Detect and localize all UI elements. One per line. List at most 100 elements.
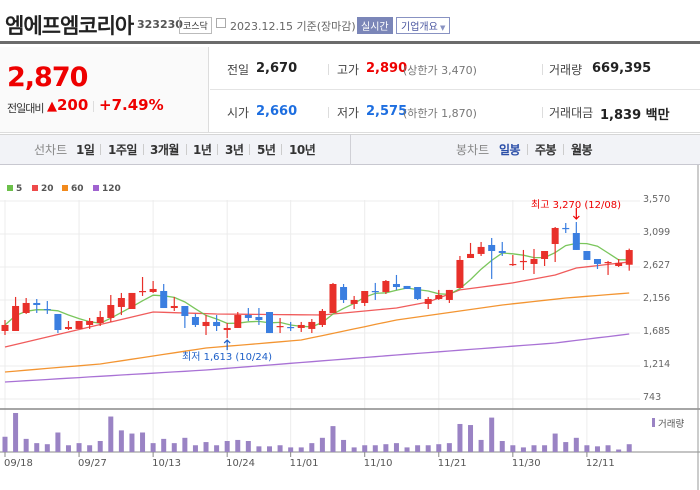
candle-up [308,321,316,329]
period-5y[interactable]: 5년 [257,143,276,157]
candle-up [22,302,30,313]
legend-swatch [7,185,13,191]
candle-down [33,302,41,306]
volume-bar [192,445,198,452]
volume-bar [594,446,600,452]
period-1y[interactable]: 1년 [193,143,212,157]
candle-up [435,294,443,299]
legend-swatch [32,185,38,191]
volume-bar [277,445,283,452]
legend-swatch [62,185,68,191]
volume-bar [520,447,526,452]
period-monthly[interactable]: 월봉 [571,143,593,157]
candle-down [414,287,422,299]
legend-ma5: 5 [7,184,22,194]
volume-bar [87,445,93,452]
volume-bar [44,444,50,452]
legend-label: 60 [71,184,84,194]
up-arrow-icon [223,339,231,351]
candle-down [392,283,400,288]
divider [542,64,543,75]
x-tick-label: 12/11 [585,458,615,469]
volume-bar [372,445,378,452]
period-1w[interactable]: 1주일 [108,143,137,157]
candle-down [266,312,273,334]
min-price-annotation: 최저 1,613 (10/24) [182,352,273,363]
candle-up [361,291,369,303]
candle-up [86,320,94,325]
volume-bar [76,443,82,452]
stock-code: 323230 [137,18,183,31]
period-weekly[interactable]: 주봉 [535,143,557,157]
candle-up [276,326,284,328]
candle-down [498,251,506,253]
divider [0,132,700,133]
price-panel [0,47,209,133]
candle-up [604,262,612,264]
legend-ma20: 20 [32,184,54,194]
calendar-icon [216,18,226,28]
volume-bar [23,438,29,452]
candle-up [12,305,20,331]
candle-down [160,291,168,309]
divider [328,107,329,118]
divider [186,144,187,155]
volume-bar [383,444,389,452]
volume-bar [129,433,135,452]
candle-up [519,260,527,263]
market-badge: 코스닥 [179,17,212,34]
title-bar [0,0,700,44]
volume-bar [118,430,124,452]
candle-down [255,316,263,320]
volume-bar [542,445,548,452]
company-info-dropdown[interactable]: 기업개요 ▼ [396,17,451,34]
volume-bar [214,445,220,452]
candle-down [43,309,51,311]
candle-down [287,327,295,329]
candle-chart-label: 봉차트 [456,143,490,157]
candle-down [593,258,601,264]
volume-bar [182,437,188,452]
ma5-line [4,242,630,328]
candle-up [467,253,475,259]
volume-bar [425,445,431,452]
candle-up [329,283,337,313]
period-3y[interactable]: 3년 [225,143,244,157]
candle-up [509,263,517,266]
candle-up [139,291,147,293]
volume-bar [478,439,484,452]
period-3m[interactable]: 3개월 [150,143,179,157]
x-tick-label: 11/21 [437,458,467,469]
x-tick-label: 09/18 [4,458,33,469]
x-tick-label: 10/13 [152,458,181,469]
realtime-button[interactable]: 실시간 [357,17,393,34]
period-daily[interactable]: 일봉 [499,143,521,157]
current-price: 2,870 [7,62,88,93]
volume-legend: 거래량 [652,416,684,430]
open-value: 2,660 [256,104,298,119]
price-change: ▲200 [47,96,88,114]
company-info-label: 기업개요 [401,22,438,33]
volume-bar [616,449,622,452]
period-10y[interactable]: 10년 [289,143,316,157]
open-label: 시가 [227,106,250,120]
candle-up [117,298,125,307]
low-label: 저가 [337,106,360,120]
volume-bar [65,445,71,452]
y-tick-label: 2,156 [643,293,671,304]
candle-up [615,262,623,266]
volume-bar [150,443,156,452]
volume-bar [446,443,452,452]
volume-bar [499,441,505,452]
ma20-line [4,261,630,348]
high-label: 고가 [337,63,360,77]
chevron-down-icon: ▼ [437,24,446,32]
volume-bar [298,447,304,452]
candle-up [350,299,358,304]
ma120-line [4,333,630,383]
candle-up [170,305,178,309]
candle-down [181,305,189,317]
up-triangle-icon: ▲ [47,99,57,114]
period-1d[interactable]: 1일 [76,143,95,157]
